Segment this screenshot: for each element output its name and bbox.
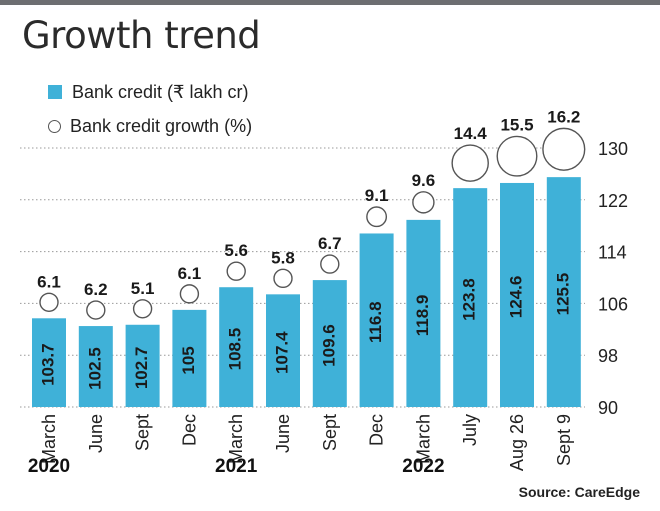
legend-item-credit-growth: Bank credit growth (%): [48, 114, 252, 138]
growth-value-label: 6.7: [318, 234, 342, 253]
year-label: 2022: [402, 456, 444, 477]
year-label: 2020: [28, 456, 70, 477]
bar-value-label: 125.5: [553, 273, 572, 316]
x-category-label: Dec: [367, 414, 387, 446]
bar-value-label: 102.5: [85, 347, 104, 390]
growth-bubble: [366, 206, 388, 228]
bar: [406, 219, 441, 407]
bar: [500, 182, 534, 407]
bar: [219, 287, 254, 407]
bar-value-label: 116.8: [366, 301, 385, 343]
growth-value-label: 6.2: [84, 280, 108, 299]
bar: [453, 188, 488, 407]
x-category-label: March: [413, 414, 433, 464]
x-category-label: June: [273, 414, 293, 453]
growth-bubble: [412, 191, 435, 214]
growth-value-label: 5.1: [131, 279, 155, 298]
y-tick-label: 98: [598, 346, 618, 366]
bar: [125, 324, 160, 407]
growth-value-label: 15.5: [500, 115, 533, 134]
growth-bubble: [496, 135, 538, 177]
bar: [546, 177, 581, 407]
bar-value-label: 123.8: [460, 278, 479, 321]
bar-value-label: 118.9: [413, 295, 432, 337]
growth-bubble: [273, 268, 293, 289]
x-category-label: Sept 9: [554, 414, 574, 466]
bar: [312, 280, 347, 407]
bar-value-label: 105: [179, 346, 198, 374]
growth-bubble: [451, 144, 489, 182]
x-category-label: Aug 26: [507, 414, 527, 471]
legend-item-bank-credit: Bank credit (₹ lakh cr): [48, 80, 249, 104]
growth-bubble: [542, 127, 586, 171]
legend-bar-swatch: [48, 85, 62, 99]
growth-bubble: [320, 254, 340, 274]
bar: [266, 294, 300, 407]
bar: [172, 309, 207, 407]
chart-title: Growth trend: [22, 14, 261, 57]
year-label: 2021: [215, 456, 258, 477]
y-tick-label: 122: [598, 191, 628, 211]
x-category-label: March: [226, 414, 246, 464]
growth-bubble: [86, 300, 106, 320]
growth-bubble: [179, 284, 200, 304]
growth-bubble: [39, 292, 59, 312]
bar-value-label: 107.4: [272, 331, 291, 374]
top-rule: [0, 0, 660, 5]
growth-value-label: 16.2: [547, 107, 580, 126]
bar-value-label: 103.7: [38, 343, 57, 386]
x-category-label: March: [39, 414, 59, 464]
x-category-label: Dec: [179, 414, 199, 446]
bar-value-label: 102.7: [132, 347, 151, 390]
growth-value-label: 5.8: [271, 248, 295, 267]
growth-value-label: 14.4: [454, 124, 488, 143]
bar: [359, 233, 394, 407]
x-category-label: June: [86, 414, 106, 453]
legend-label-credit-growth: Bank credit growth (%): [70, 115, 253, 136]
growth-value-label: 9.6: [412, 171, 436, 190]
growth-value-label: 6.1: [178, 264, 202, 283]
y-tick-label: 90: [598, 398, 618, 418]
legend-label-bank-credit: Bank credit (₹ lakh cr): [72, 81, 249, 102]
x-category-label: Sept: [320, 414, 340, 451]
bar-value-label: 109.6: [319, 324, 338, 367]
bar: [78, 326, 113, 407]
growth-value-label: 5.6: [224, 241, 248, 260]
bar-value-label: 124.6: [506, 276, 525, 319]
x-category-label: July: [460, 414, 480, 446]
bar: [32, 318, 66, 407]
legend-circle-swatch: [48, 119, 61, 133]
growth-bubble: [132, 299, 153, 319]
growth-value-label: 6.1: [37, 272, 61, 291]
y-tick-label: 106: [598, 294, 628, 314]
y-tick-label: 130: [598, 139, 628, 159]
x-category-label: Sept: [133, 414, 153, 451]
bar-value-label: 108.5: [226, 328, 245, 371]
source-note: Source: CareEdge: [518, 484, 640, 500]
y-tick-label: 114: [598, 243, 627, 263]
growth-value-label: 9.1: [365, 186, 389, 205]
growth-bubble: [226, 261, 246, 281]
